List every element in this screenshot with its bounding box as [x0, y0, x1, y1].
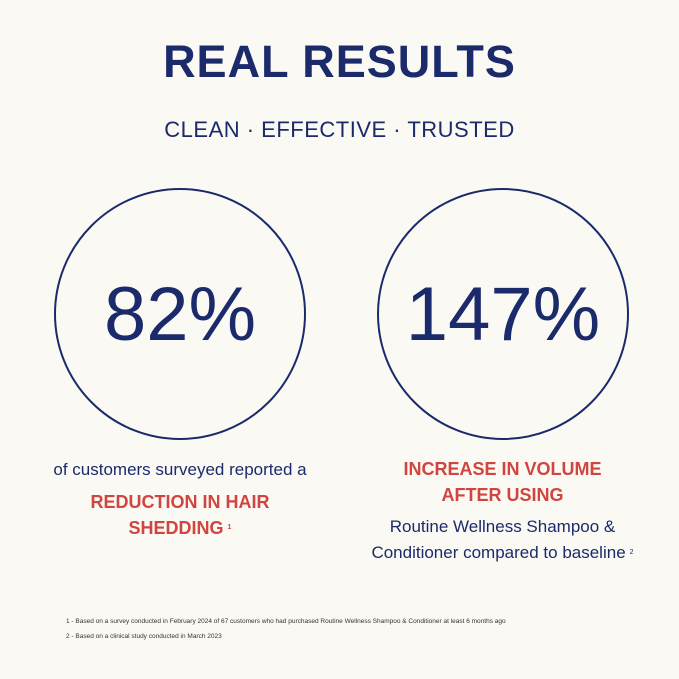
stat-value: 147%	[405, 271, 601, 357]
stat-value: 82%	[103, 271, 257, 357]
caption-detail: Conditioner compared to baseline	[371, 543, 626, 562]
caption-highlight: INCREASE IN VOLUME	[403, 459, 602, 479]
stat-caption-volume: INCREASE IN VOLUME AFTER USING Routine W…	[340, 456, 665, 566]
footnote-ref: 2	[629, 549, 634, 556]
stat-circle-shedding: 82%	[54, 188, 306, 440]
subtitle: CLEAN · EFFECTIVE · TRUSTED	[164, 117, 515, 142]
caption-detail: Routine Wellness Shampoo &	[389, 517, 616, 536]
footnote-2: 2 - Based on a clinical study conducted …	[66, 633, 222, 640]
footnote-1: 1 - Based on a survey conducted in Febru…	[66, 618, 506, 625]
stat-caption-shedding: of customers surveyed reported a REDUCTI…	[20, 457, 340, 541]
caption-highlight: AFTER USING	[441, 485, 564, 505]
footnote-ref: 1	[227, 524, 232, 531]
caption-lead: of customers surveyed reported a	[53, 460, 307, 479]
caption-highlight: REDUCTION IN HAIR	[90, 492, 270, 512]
caption-highlight: SHEDDING	[128, 518, 224, 538]
stat-circle-volume: 147%	[377, 188, 629, 440]
page-title: REAL RESULTS	[163, 36, 516, 87]
